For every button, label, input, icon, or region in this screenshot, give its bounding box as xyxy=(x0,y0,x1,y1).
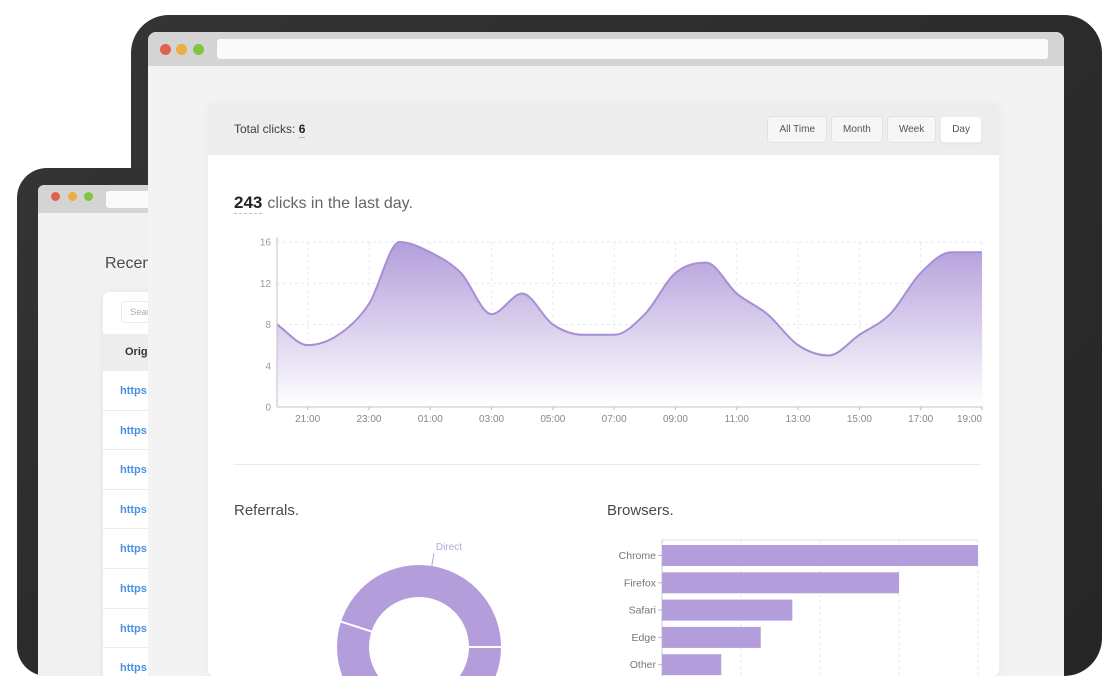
close-window-icon[interactable] xyxy=(50,192,60,201)
svg-text:8: 8 xyxy=(265,320,271,331)
svg-text:Chrome: Chrome xyxy=(619,550,657,562)
svg-text:0: 0 xyxy=(265,403,271,414)
section-divider xyxy=(234,464,981,465)
link-url[interactable]: https: xyxy=(120,464,151,477)
front-window-titlebar xyxy=(148,32,1064,66)
browsers-title: Browsers. xyxy=(607,502,674,519)
svg-text:17:00: 17:00 xyxy=(908,414,933,425)
card-header: Total clicks: 6 All Time Month Week Day xyxy=(208,103,999,155)
link-url[interactable]: https: xyxy=(120,385,151,397)
svg-text:01:00: 01:00 xyxy=(418,414,443,425)
svg-text:Edge: Edge xyxy=(631,632,656,644)
minimize-window-icon[interactable] xyxy=(176,44,187,55)
svg-text:19:00: 19:00 xyxy=(957,414,982,425)
svg-text:15:00: 15:00 xyxy=(847,414,872,425)
link-url[interactable]: https: xyxy=(120,424,151,437)
svg-text:23:00: 23:00 xyxy=(356,414,381,425)
svg-text:4: 4 xyxy=(265,361,271,372)
maximize-window-icon[interactable] xyxy=(192,44,204,55)
svg-text:09:00: 09:00 xyxy=(663,414,688,425)
svg-text:12: 12 xyxy=(260,279,272,290)
clicks-headline: 243 clicks in the last day. xyxy=(234,193,413,214)
clicks-area-chart: 0 4 8 12 16 21:00 23:00 01:00 03:00 05:00 07:00 09:… xyxy=(260,237,983,425)
close-window-icon[interactable] xyxy=(159,44,171,55)
clicks-count: 243 xyxy=(234,193,263,214)
time-range-buttons: All Time Month Week Day xyxy=(767,115,982,143)
svg-text:Firefox: Firefox xyxy=(624,577,657,589)
link-url[interactable]: https: xyxy=(120,662,151,675)
svg-text:13:00: 13:00 xyxy=(786,414,811,425)
range-button-week[interactable]: Week xyxy=(886,115,937,143)
svg-text:05:00: 05:00 xyxy=(540,414,565,425)
svg-text:Safari: Safari xyxy=(629,605,656,617)
referrals-title: Referrals. xyxy=(234,502,300,519)
range-button-month[interactable]: Month xyxy=(831,115,883,143)
svg-text:07:00: 07:00 xyxy=(602,414,627,425)
link-url[interactable]: https: xyxy=(120,503,151,516)
svg-text:03:00: 03:00 xyxy=(479,414,504,425)
svg-text:16: 16 xyxy=(260,238,272,249)
link-url[interactable]: https: xyxy=(120,543,151,556)
svg-text:11:00: 11:00 xyxy=(725,414,750,425)
analytics-card: Total clicks: 6 All Time Month Week Day … xyxy=(208,103,999,676)
total-clicks-value: 6 xyxy=(298,122,306,138)
link-url[interactable]: https: xyxy=(120,582,151,595)
range-button-day[interactable]: Day xyxy=(940,115,982,143)
link-url[interactable]: https: xyxy=(120,622,151,635)
svg-text:Direct: Direct xyxy=(436,542,462,553)
svg-text:Other: Other xyxy=(630,659,657,671)
total-clicks-label: Total clicks: xyxy=(234,122,296,136)
table-row: https: xyxy=(103,648,378,676)
analytics-browser-window: Total clicks: 6 All Time Month Week Day … xyxy=(148,32,1064,676)
browsers-bar-chart: Chrome Firefox Safari Edge Other xyxy=(619,539,979,676)
clicks-headline-text: clicks in the last day. xyxy=(267,195,413,212)
total-clicks: Total clicks: 6 xyxy=(234,122,306,138)
minimize-window-icon[interactable] xyxy=(67,192,77,201)
referrals-donut-chart: Direct xyxy=(337,542,502,676)
range-button-all-time[interactable]: All Time xyxy=(767,115,828,143)
front-url-bar[interactable] xyxy=(217,39,1048,59)
recent-links-heading: Recen xyxy=(105,255,152,272)
svg-text:21:00: 21:00 xyxy=(295,414,320,425)
maximize-window-icon[interactable] xyxy=(83,192,93,201)
